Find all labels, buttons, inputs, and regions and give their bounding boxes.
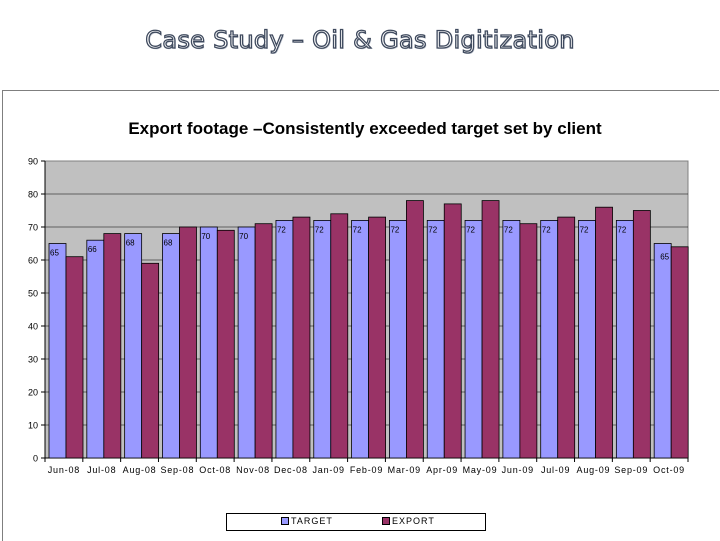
y-tick-label: 70 xyxy=(28,223,38,233)
y-tick-label: 10 xyxy=(28,421,38,431)
x-tick-label: Jul-08 xyxy=(87,465,116,475)
bar-export xyxy=(292,216,311,459)
bar-export xyxy=(141,262,160,459)
x-tick-label: Jan-09 xyxy=(313,465,345,475)
bar-target xyxy=(351,219,369,459)
data-label: 70 xyxy=(239,232,248,241)
x-tick-label: Jun-09 xyxy=(502,465,534,475)
bar-target xyxy=(162,233,180,459)
bar-target xyxy=(426,219,445,459)
bar-export xyxy=(65,256,84,459)
y-tick-label: 90 xyxy=(28,157,38,167)
y-tick-label: 30 xyxy=(28,355,38,365)
data-label: 70 xyxy=(201,232,210,241)
bar-target xyxy=(540,219,559,459)
legend-swatch-export xyxy=(382,517,390,525)
y-tick-label: 50 xyxy=(28,289,38,299)
x-tick-label: Apr-09 xyxy=(426,465,458,475)
data-label: 68 xyxy=(126,239,135,248)
x-tick-label: Oct-08 xyxy=(199,465,231,475)
bar-target xyxy=(275,219,294,459)
data-label: 72 xyxy=(617,225,626,234)
bar-target xyxy=(464,219,483,459)
bar-export xyxy=(595,206,613,459)
x-tick-label: Jul-09 xyxy=(541,465,570,475)
data-label: 72 xyxy=(315,225,324,234)
y-tick-label: 20 xyxy=(28,388,38,398)
chart-legend: TARGET EXPORT xyxy=(226,513,486,531)
bar-target xyxy=(389,219,407,459)
data-label: 72 xyxy=(390,225,399,234)
data-label: 65 xyxy=(50,249,59,258)
y-tick-label: 0 xyxy=(33,454,38,464)
y-tick-label: 40 xyxy=(28,322,38,332)
data-label: 65 xyxy=(660,253,669,262)
bar-target xyxy=(615,219,634,459)
x-tick-label: Sep-08 xyxy=(160,465,194,475)
data-label: 72 xyxy=(428,225,437,234)
chart-title: Export footage –Consistently exceeded ta… xyxy=(128,119,602,138)
data-label: 72 xyxy=(277,225,286,234)
bar-target xyxy=(653,243,672,459)
y-tick-label: 80 xyxy=(28,190,38,200)
x-tick-label: May-09 xyxy=(463,465,498,475)
bar-export xyxy=(254,223,273,459)
data-label: 68 xyxy=(164,239,173,248)
legend-item-target: TARGET xyxy=(281,516,333,526)
data-label: 72 xyxy=(466,225,475,234)
bar-export xyxy=(368,216,386,459)
bar-export xyxy=(406,200,424,459)
legend-label-export: EXPORT xyxy=(392,516,435,526)
bar-export xyxy=(519,223,538,459)
legend-item-export: EXPORT xyxy=(382,516,435,526)
x-tick-label: Aug-08 xyxy=(123,465,157,475)
data-label: 72 xyxy=(542,225,551,234)
slide-title: Case Study – Oil & Gas Digitization xyxy=(145,25,575,54)
bar-export xyxy=(330,213,349,459)
bar-export xyxy=(557,216,576,459)
data-label: 72 xyxy=(504,225,513,234)
legend-label-target: TARGET xyxy=(291,516,333,526)
bar-target xyxy=(237,226,256,459)
x-tick-label: Aug-09 xyxy=(577,465,611,475)
bar-export xyxy=(481,200,500,459)
bar-target xyxy=(502,219,521,459)
bar-target xyxy=(124,233,143,459)
x-tick-label: Mar-09 xyxy=(388,465,421,475)
x-tick-label: Feb-09 xyxy=(350,465,383,475)
data-label: 72 xyxy=(353,225,362,234)
x-tick-label: Sep-09 xyxy=(614,465,648,475)
x-tick-label: Jun-08 xyxy=(48,465,80,475)
bar-export xyxy=(670,246,689,459)
bar-target xyxy=(578,219,596,459)
legend-swatch-target xyxy=(281,517,289,525)
bar-target xyxy=(199,226,218,459)
bar-target xyxy=(86,239,105,459)
y-tick-label: 60 xyxy=(28,256,38,266)
x-tick-label: Dec-08 xyxy=(274,465,308,475)
x-tick-label: Nov-08 xyxy=(236,465,270,475)
bar-export xyxy=(216,229,235,459)
data-label: 66 xyxy=(88,245,97,254)
bar-export xyxy=(632,210,651,459)
bar-target xyxy=(313,219,332,459)
data-label: 72 xyxy=(580,225,589,234)
bar-export xyxy=(179,226,197,459)
bar-export xyxy=(103,233,122,459)
bar-target xyxy=(48,243,67,459)
bar-export xyxy=(443,203,462,459)
x-tick-label: Oct-09 xyxy=(653,465,685,475)
